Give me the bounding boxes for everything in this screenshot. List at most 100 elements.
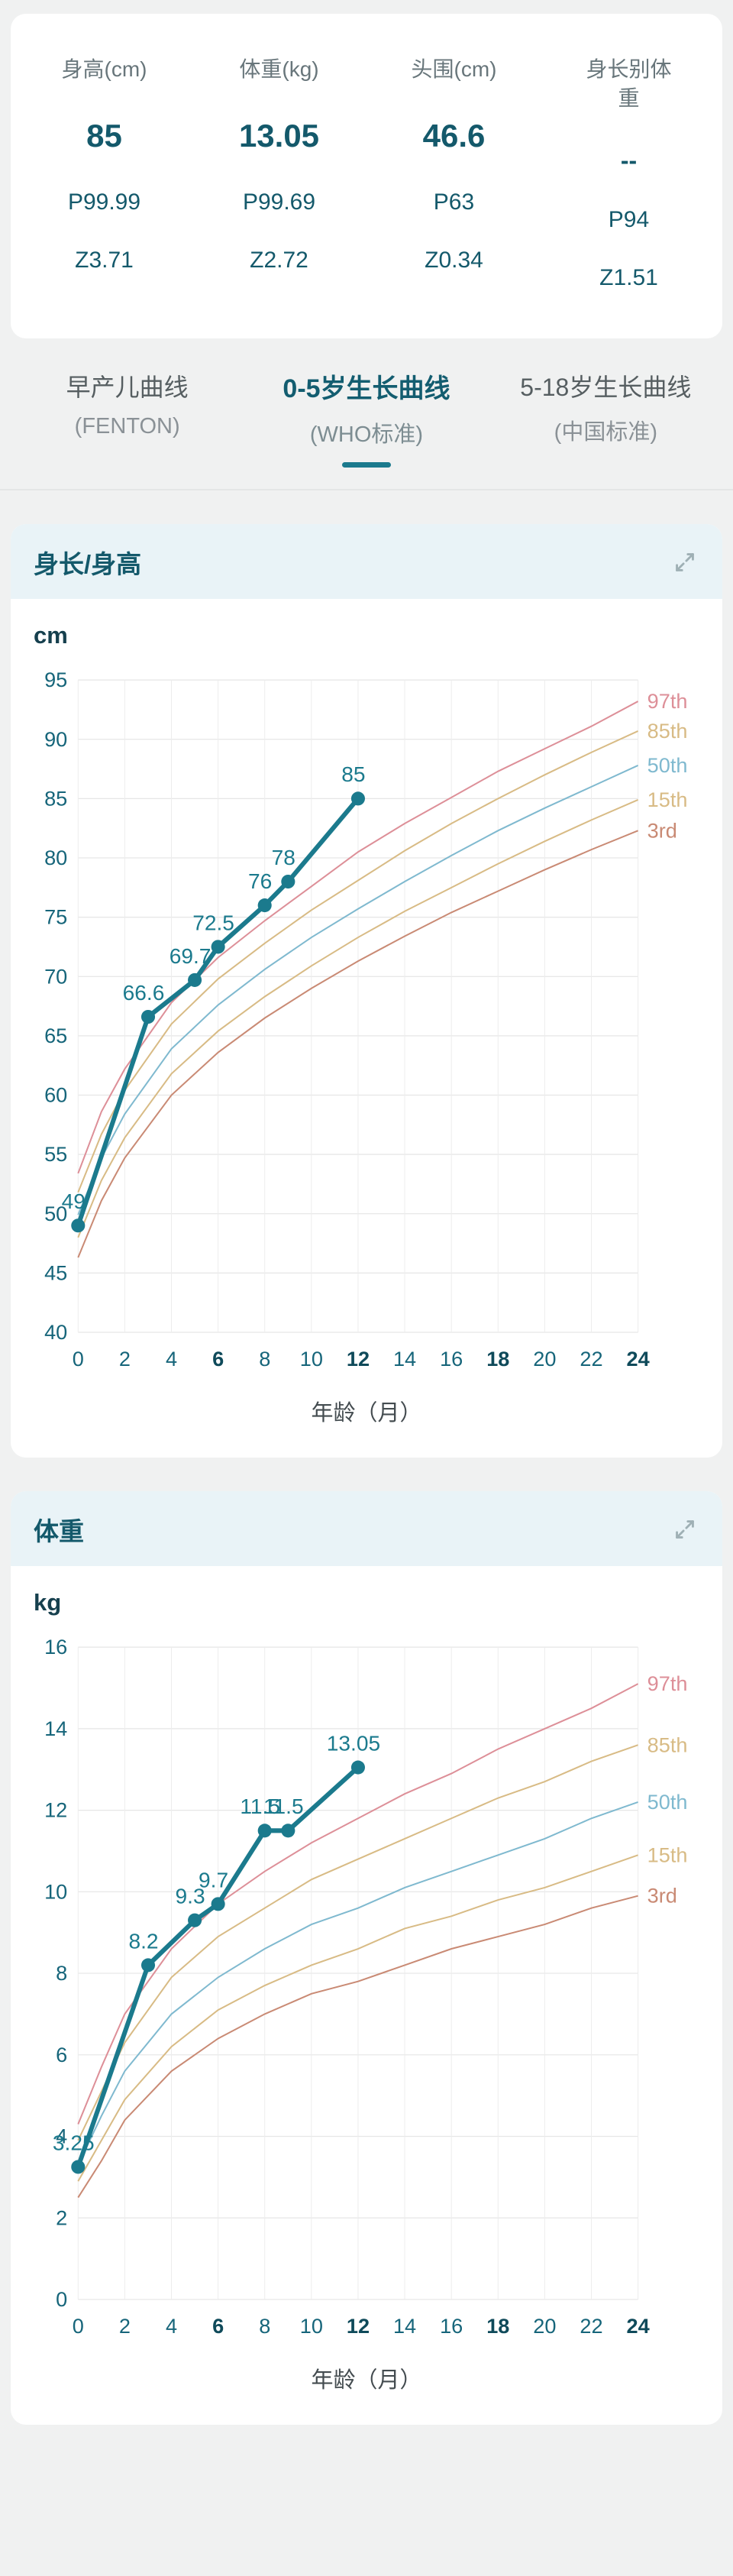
svg-text:4: 4 xyxy=(166,1347,177,1371)
svg-text:8: 8 xyxy=(259,2314,270,2338)
tab-label: 早产儿曲线 xyxy=(66,373,189,401)
curve-tabs: 早产儿曲线 (FENTON) 0-5岁生长曲线 (WHO标准) 5-18岁生长曲… xyxy=(0,372,733,490)
svg-text:11.5: 11.5 xyxy=(240,1794,280,1818)
svg-text:76: 76 xyxy=(248,869,272,893)
tab-sublabel: (中国标准) xyxy=(554,420,657,445)
height-chart-card: 身长/身高 cm 40 45 50 55 60 65 70 75 80 85 90 95 0 2 4 6 8 10… xyxy=(11,523,722,1458)
y-axis-unit: kg xyxy=(34,1589,62,1616)
svg-text:14: 14 xyxy=(393,2314,416,2338)
svg-text:13.05: 13.05 xyxy=(327,1732,380,1756)
active-tab-indicator xyxy=(341,461,391,468)
svg-text:3rd: 3rd xyxy=(647,1884,677,1908)
svg-text:18: 18 xyxy=(486,1347,509,1371)
svg-text:4: 4 xyxy=(56,2125,67,2148)
svg-text:12: 12 xyxy=(347,2314,370,2338)
tab-who-0-5-curve[interactable]: 0-5岁生长曲线 (WHO标准) xyxy=(247,372,486,468)
svg-text:14: 14 xyxy=(393,1347,416,1371)
svg-text:24: 24 xyxy=(627,1347,650,1371)
svg-text:24: 24 xyxy=(627,2314,650,2338)
svg-text:20: 20 xyxy=(533,1347,556,1371)
stat-zscore: Z2.72 xyxy=(250,247,308,273)
stat-label: 体重(kg) xyxy=(239,57,319,81)
y-axis-unit: cm xyxy=(34,621,68,649)
svg-text:6: 6 xyxy=(212,1347,224,1371)
height-chart-header: 身长/身高 xyxy=(11,523,722,599)
svg-text:75: 75 xyxy=(44,905,67,928)
svg-text:16: 16 xyxy=(440,2314,463,2338)
svg-text:0: 0 xyxy=(73,1347,84,1371)
svg-text:49: 49 xyxy=(62,1189,86,1213)
stat-weight: 体重(kg) 13.05 P99.69 Z2.72 xyxy=(192,55,366,291)
x-axis-label: 年龄（月） xyxy=(311,1401,422,1426)
svg-text:0: 0 xyxy=(56,2287,67,2311)
svg-text:6: 6 xyxy=(212,2314,224,2338)
svg-text:15th: 15th xyxy=(647,788,688,811)
svg-text:4: 4 xyxy=(166,2314,177,2338)
svg-text:2: 2 xyxy=(119,2314,131,2338)
svg-text:72.5: 72.5 xyxy=(192,911,234,934)
svg-text:8: 8 xyxy=(56,1961,67,1985)
stat-value: 85 xyxy=(86,117,122,154)
tab-fenton-curve[interactable]: 早产儿曲线 (FENTON) xyxy=(8,372,247,440)
tab-sublabel: (WHO标准) xyxy=(309,422,424,447)
svg-text:11.5: 11.5 xyxy=(263,1794,304,1818)
stat-value: 13.05 xyxy=(238,117,320,154)
svg-text:14: 14 xyxy=(44,1717,67,1740)
chart-title: 身长/身高 xyxy=(34,549,142,578)
weight-chart-body: kg 0 2 4 6 8 10 12 14 16 0 2 4 6 8 10 12 14 16 18 20 22 24 97t… xyxy=(11,1589,722,2394)
svg-text:65: 65 xyxy=(44,1024,67,1047)
tab-china-5-18-curve[interactable]: 5-18岁生长曲线 (中国标准) xyxy=(486,372,725,447)
x-axis-label: 年龄（月） xyxy=(311,2368,422,2393)
svg-text:3.25: 3.25 xyxy=(53,2131,95,2155)
svg-text:8.2: 8.2 xyxy=(128,1929,158,1953)
svg-text:22: 22 xyxy=(580,1347,602,1371)
svg-text:50th: 50th xyxy=(647,1790,688,1814)
svg-text:40: 40 xyxy=(44,1320,67,1344)
svg-text:69.7: 69.7 xyxy=(170,944,212,968)
svg-text:18: 18 xyxy=(486,2314,509,2338)
svg-text:95: 95 xyxy=(44,668,67,691)
svg-text:2: 2 xyxy=(56,2205,67,2229)
expand-icon[interactable] xyxy=(670,1515,699,1544)
stat-percentile: P99.69 xyxy=(242,189,316,215)
stat-label: 身长别体重 xyxy=(586,57,672,110)
stat-value: -- xyxy=(620,146,638,174)
expand-icon[interactable] xyxy=(670,548,699,577)
tab-label: 5-18岁生长曲线 xyxy=(520,373,692,401)
svg-text:85th: 85th xyxy=(647,1733,688,1756)
svg-text:16: 16 xyxy=(44,1635,67,1659)
svg-text:0: 0 xyxy=(73,2314,84,2338)
svg-text:3rd: 3rd xyxy=(647,818,677,842)
tab-sublabel: (FENTON) xyxy=(74,414,180,439)
stat-percentile: P94 xyxy=(608,206,650,232)
svg-text:85: 85 xyxy=(341,762,365,786)
svg-text:8: 8 xyxy=(259,1347,270,1371)
svg-text:15th: 15th xyxy=(647,1843,688,1866)
stat-weight-for-length: 身长别体重 -- P94 Z1.51 xyxy=(541,55,716,291)
svg-text:12: 12 xyxy=(44,1798,67,1822)
svg-text:2: 2 xyxy=(119,1347,131,1371)
svg-text:97th: 97th xyxy=(647,1671,688,1695)
svg-text:10: 10 xyxy=(300,1347,323,1371)
stat-zscore: Z1.51 xyxy=(599,264,658,290)
svg-text:78: 78 xyxy=(272,846,295,869)
stat-label: 身高(cm) xyxy=(61,57,147,81)
tab-label: 0-5岁生长曲线 xyxy=(283,374,450,403)
svg-text:66.6: 66.6 xyxy=(123,981,165,1005)
svg-text:9.7: 9.7 xyxy=(199,1868,228,1892)
stat-zscore: Z0.34 xyxy=(425,247,483,273)
svg-text:55: 55 xyxy=(44,1142,67,1166)
stat-label: 头围(cm) xyxy=(411,57,497,81)
svg-text:85th: 85th xyxy=(647,719,688,743)
svg-text:85: 85 xyxy=(44,786,67,810)
svg-text:45: 45 xyxy=(44,1260,67,1284)
stat-value: 46.6 xyxy=(422,117,486,154)
weight-chart-card: 体重 kg 0 2 4 6 8 10 12 14 16 0 2 4 6 8 10 12 14 16 18 20 22 24… xyxy=(11,1491,722,2426)
stat-percentile: P99.99 xyxy=(67,189,141,215)
chart-title: 体重 xyxy=(34,1517,84,1546)
svg-text:60: 60 xyxy=(44,1083,67,1106)
svg-text:16: 16 xyxy=(440,1347,463,1371)
stat-head-circumference: 头围(cm) 46.6 P63 Z0.34 xyxy=(366,55,541,291)
svg-text:20: 20 xyxy=(533,2314,556,2338)
stats-card: 身高(cm) 85 P99.99 Z3.71 体重(kg) 13.05 P99.… xyxy=(11,14,722,338)
